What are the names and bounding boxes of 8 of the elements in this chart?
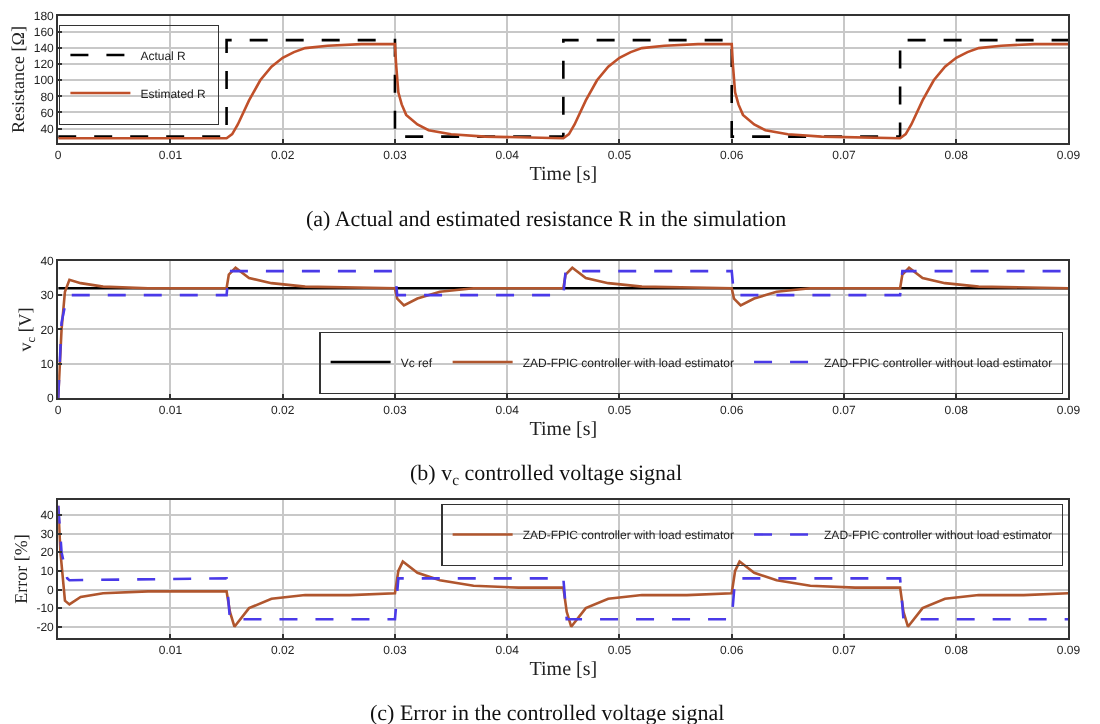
y-axis-title: Resistance [Ω] [8,26,29,133]
text: (c) Error in the controlled voltage signal [370,702,725,724]
y-axis-title: Error [%] [11,534,32,604]
text: (a) Actual and estimated resistance R in the simulation [306,208,788,232]
text: (b) v$_{c}$ controlled voltage signal [410,462,682,489]
x-axis-title: Time [s] [529,164,598,187]
x-axis-title: Time [s] [529,419,598,442]
x-axis-title: Time [s] [529,659,598,682]
